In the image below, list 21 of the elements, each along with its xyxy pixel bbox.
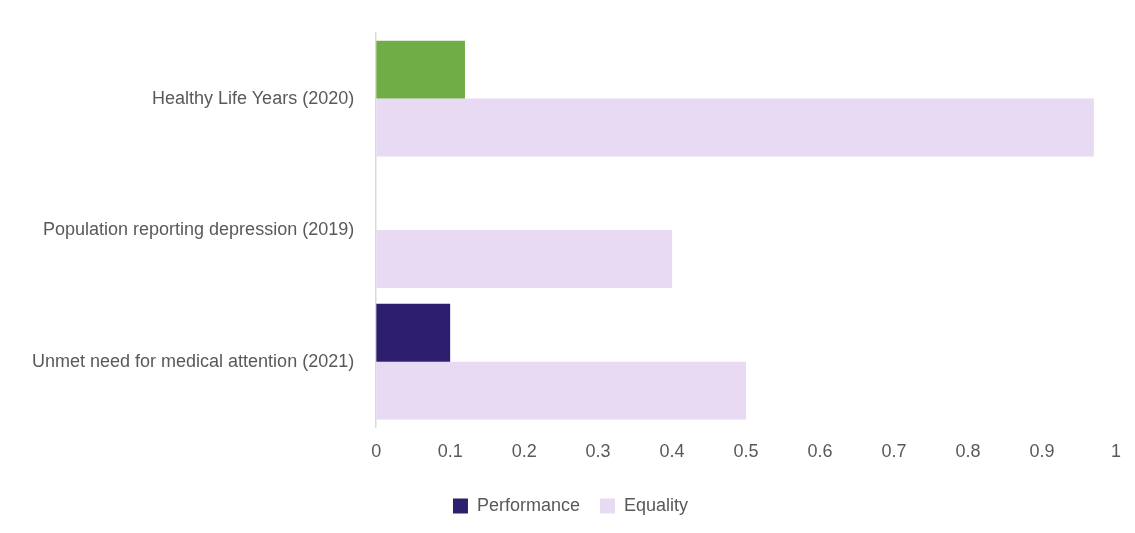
- x-tick-label: 0.3: [585, 441, 611, 462]
- x-tick-label: 0.7: [881, 441, 907, 462]
- y-tick-label: Healthy Life Years (2020): [152, 87, 355, 108]
- x-tick-label: 0.6: [807, 441, 833, 462]
- legend-label: Performance: [476, 494, 581, 515]
- x-tick-label: 0.4: [659, 441, 685, 462]
- bar: [376, 230, 673, 288]
- legend-label: Equality: [624, 494, 689, 515]
- bar: [376, 40, 465, 99]
- x-tick-label: 0.2: [511, 441, 537, 462]
- x-tick-label: 0: [371, 441, 382, 462]
- bar: [376, 361, 747, 420]
- bar: [376, 303, 451, 362]
- y-tick-label: Population reporting depression (2019): [42, 219, 355, 240]
- x-tick-label: 0.1: [437, 441, 463, 462]
- x-tick-label: 0.8: [955, 441, 981, 462]
- y-tick-label: Unmet need for medical attention (2021): [31, 350, 355, 371]
- x-tick-label: 0.9: [1029, 441, 1055, 462]
- x-tick-label: 1: [1110, 441, 1121, 462]
- x-tick-label: 0.5: [733, 441, 759, 462]
- bar: [376, 98, 1094, 157]
